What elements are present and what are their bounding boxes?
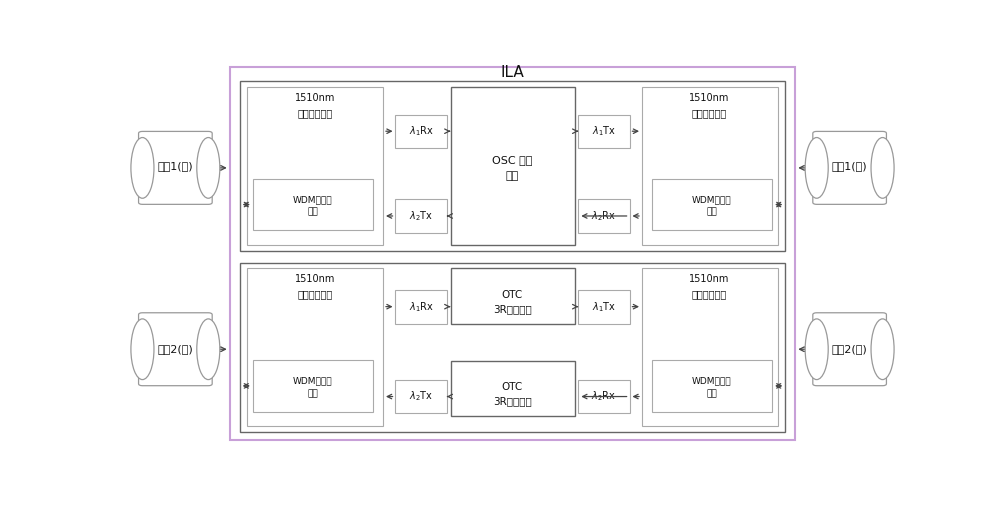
Text: 光纤1(东): 光纤1(东) bbox=[832, 161, 867, 171]
Bar bbox=[450, 361, 574, 416]
Text: 3R再生单元: 3R再生单元 bbox=[493, 304, 532, 314]
Text: ILA: ILA bbox=[501, 65, 524, 79]
Text: 1510nm: 1510nm bbox=[689, 274, 730, 284]
Bar bbox=[642, 87, 778, 245]
Text: 单元: 单元 bbox=[506, 171, 519, 181]
Bar bbox=[578, 115, 630, 148]
Text: 1510nm: 1510nm bbox=[295, 93, 335, 103]
Ellipse shape bbox=[197, 319, 220, 379]
Text: 双向耦合模块: 双向耦合模块 bbox=[297, 289, 332, 299]
Bar bbox=[247, 268, 383, 426]
Bar bbox=[230, 68, 795, 440]
Text: OTC: OTC bbox=[502, 382, 523, 393]
FancyBboxPatch shape bbox=[813, 132, 886, 204]
Bar bbox=[578, 290, 630, 324]
Bar bbox=[642, 268, 778, 426]
Ellipse shape bbox=[131, 319, 154, 379]
Bar bbox=[395, 199, 447, 233]
Text: OTC: OTC bbox=[502, 290, 523, 300]
Bar bbox=[253, 360, 373, 412]
Text: 双向耦合模块: 双向耦合模块 bbox=[297, 108, 332, 118]
Ellipse shape bbox=[871, 138, 894, 198]
Text: $\lambda_1$Rx: $\lambda_1$Rx bbox=[409, 300, 434, 314]
Bar bbox=[395, 115, 447, 148]
Bar bbox=[578, 379, 630, 413]
Text: 合器: 合器 bbox=[307, 389, 318, 398]
Text: 1510nm: 1510nm bbox=[295, 274, 335, 284]
Text: 1510nm: 1510nm bbox=[689, 93, 730, 103]
FancyBboxPatch shape bbox=[139, 313, 212, 386]
Ellipse shape bbox=[871, 319, 894, 379]
Ellipse shape bbox=[131, 138, 154, 198]
Text: WDM双向耦: WDM双向耦 bbox=[293, 195, 332, 204]
FancyBboxPatch shape bbox=[813, 313, 886, 386]
Text: $\lambda_1$Tx: $\lambda_1$Tx bbox=[592, 300, 616, 314]
Text: 光纤2(西): 光纤2(西) bbox=[158, 344, 193, 354]
Text: WDM双向耦: WDM双向耦 bbox=[692, 376, 731, 385]
Text: WDM双向耦: WDM双向耦 bbox=[692, 195, 731, 204]
Text: $\lambda_2$Rx: $\lambda_2$Rx bbox=[591, 209, 616, 223]
Ellipse shape bbox=[805, 319, 828, 379]
Bar bbox=[240, 263, 785, 432]
Bar bbox=[395, 379, 447, 413]
Text: 光纤1(西): 光纤1(西) bbox=[158, 161, 193, 171]
Text: 3R再生单元: 3R再生单元 bbox=[493, 397, 532, 407]
Text: WDM双向耦: WDM双向耦 bbox=[293, 376, 332, 385]
Text: 双向耦合模块: 双向耦合模块 bbox=[692, 289, 727, 299]
Bar bbox=[253, 179, 373, 230]
Text: 光纤2(东): 光纤2(东) bbox=[832, 344, 868, 354]
Bar bbox=[395, 290, 447, 324]
Bar bbox=[240, 81, 785, 251]
Text: 合器: 合器 bbox=[706, 389, 717, 398]
Ellipse shape bbox=[197, 138, 220, 198]
Text: $\lambda_1$Rx: $\lambda_1$Rx bbox=[409, 124, 434, 138]
Bar bbox=[578, 199, 630, 233]
Bar bbox=[652, 179, 772, 230]
Text: $\lambda_2$Rx: $\lambda_2$Rx bbox=[591, 390, 616, 403]
Text: $\lambda_2$Tx: $\lambda_2$Tx bbox=[409, 209, 433, 223]
Text: OSC 处理: OSC 处理 bbox=[492, 155, 533, 165]
Text: $\lambda_2$Tx: $\lambda_2$Tx bbox=[409, 390, 433, 403]
Text: 合器: 合器 bbox=[307, 207, 318, 217]
FancyBboxPatch shape bbox=[139, 132, 212, 204]
Text: $\lambda_1$Tx: $\lambda_1$Tx bbox=[592, 124, 616, 138]
Text: 合器: 合器 bbox=[706, 207, 717, 217]
Bar bbox=[247, 87, 383, 245]
Bar bbox=[652, 360, 772, 412]
Bar bbox=[450, 87, 574, 245]
Text: 双向耦合模块: 双向耦合模块 bbox=[692, 108, 727, 118]
Ellipse shape bbox=[805, 138, 828, 198]
Bar bbox=[450, 268, 574, 324]
